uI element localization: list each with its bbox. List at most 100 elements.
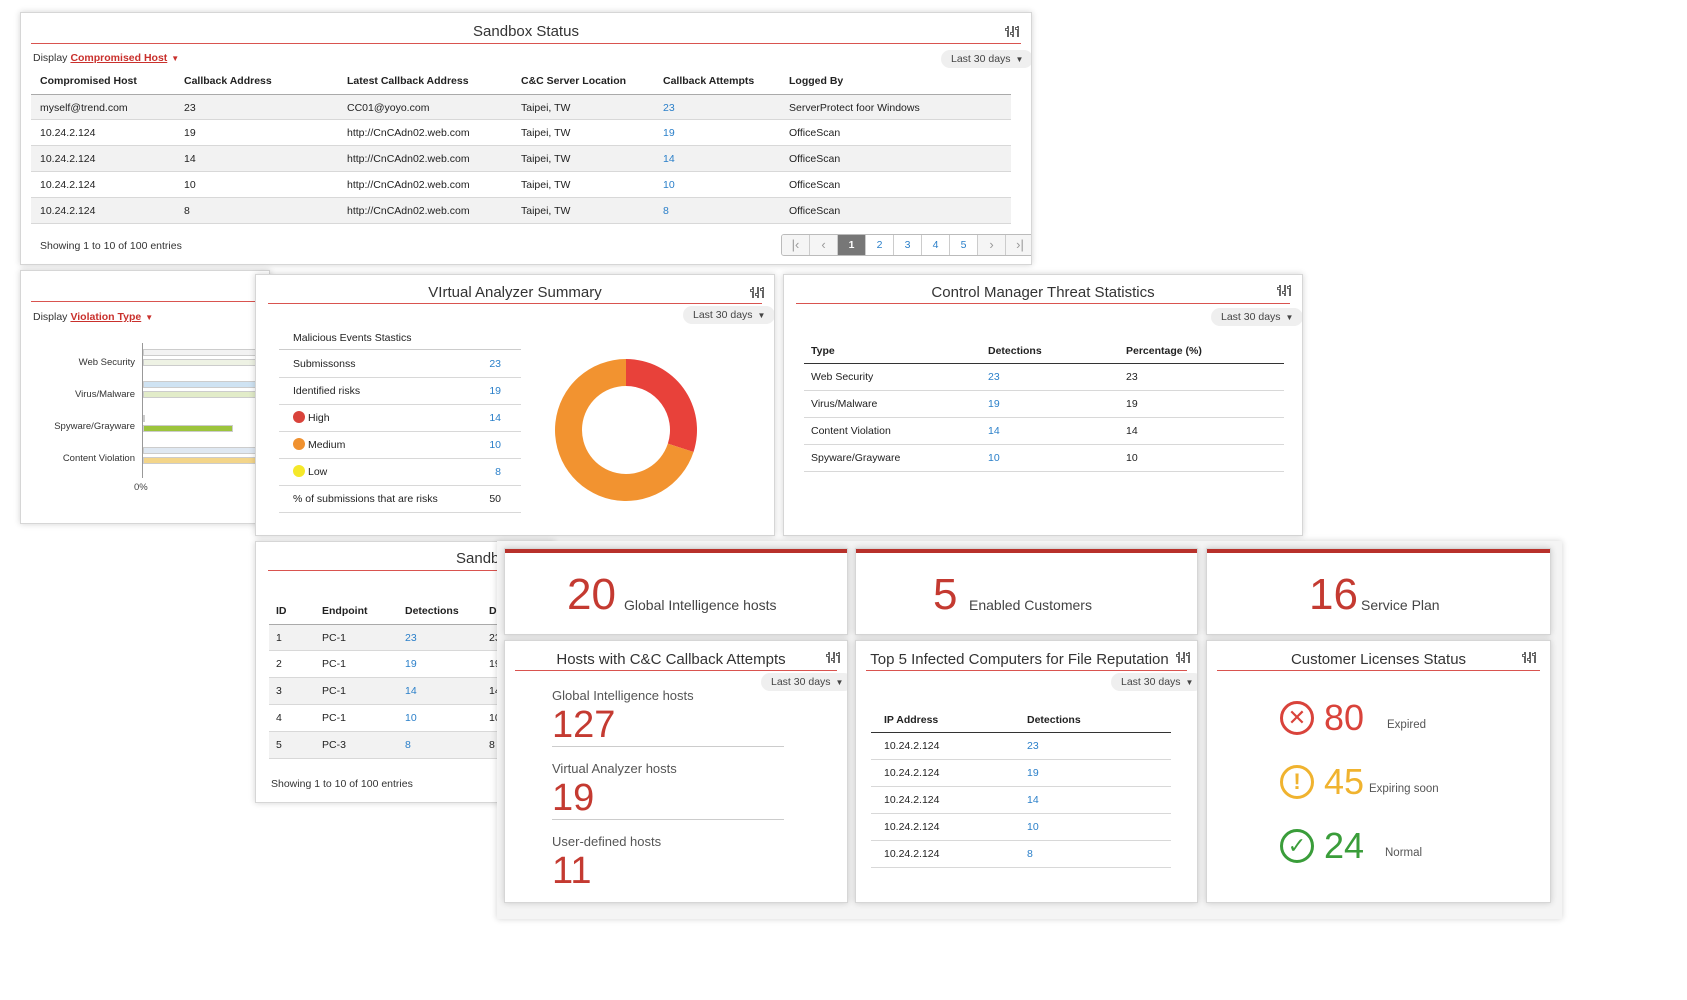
table-cell: 10 [1126, 452, 1138, 464]
heading-underline [279, 349, 521, 350]
table-cell: 14 [184, 153, 196, 165]
table-row: 2 PC-1 19 19 [269, 651, 554, 678]
settings-icon[interactable] [750, 286, 765, 299]
settings-icon[interactable] [1277, 284, 1292, 297]
table-cell: 23 [184, 102, 196, 114]
stat-value[interactable]: 8 [495, 466, 501, 478]
callback-attempts-link[interactable]: 19 [663, 127, 675, 139]
detections-link[interactable]: 10 [405, 712, 417, 724]
callback-attempts-link[interactable]: 23 [663, 102, 675, 114]
callback-attempts-link[interactable]: 8 [663, 205, 669, 217]
detections-link[interactable]: 10 [1027, 821, 1039, 833]
detections-link[interactable]: 23 [988, 371, 1000, 383]
table-row: 10.24.2.124 8 http://CnCAdn02.web.com Taipe… [31, 198, 1011, 224]
date-range-dropdown[interactable]: Last 30 days ▼ [941, 50, 1031, 68]
detections-link[interactable]: 14 [988, 425, 1000, 437]
table-cell: Web Security [811, 371, 874, 383]
bar [143, 391, 269, 398]
date-range-dropdown[interactable]: Last 30 days ▼ [761, 673, 847, 691]
table-row: 10.24.2.124 14 [871, 787, 1171, 814]
table-cell: Taipei, TW [521, 153, 571, 165]
detections-link[interactable]: 14 [1027, 794, 1039, 806]
detections-link[interactable]: 23 [1027, 740, 1039, 752]
stat-value[interactable]: 23 [489, 358, 501, 370]
detections-link[interactable]: 8 [405, 739, 411, 751]
callback-attempts-link[interactable]: 10 [663, 179, 675, 191]
column-header: Callback Attempts [663, 75, 755, 87]
donut-slice-high[interactable] [626, 359, 697, 452]
detections-link[interactable]: 8 [1027, 848, 1033, 860]
display-filter[interactable]: Display Compromised Host ▼ [33, 52, 179, 64]
settings-icon[interactable] [1522, 651, 1537, 664]
table-cell: 19 [184, 127, 196, 139]
license-count: 24 [1324, 825, 1365, 866]
table-cell: 14 [1126, 425, 1138, 437]
table-cell: 19 [1126, 398, 1138, 410]
table-row: 10.24.2.124 14 http://CnCAdn02.web.com Taip… [31, 146, 1011, 172]
violation-type-panel: Display Violation Type ▼ Web Security Virus… [20, 270, 270, 524]
first-page-button[interactable]: |‹ [782, 235, 810, 255]
bar [143, 425, 233, 432]
stat-value[interactable]: 19 [489, 385, 501, 397]
donut-slice-medium[interactable] [555, 359, 694, 501]
y-axis-line [142, 343, 143, 478]
license-status-label: Expired [1387, 719, 1426, 731]
detections-link[interactable]: 19 [1027, 767, 1039, 779]
stat-label: Low [293, 459, 327, 486]
table-row: 10.24.2.124 10 [871, 814, 1171, 841]
next-page-button[interactable]: › [978, 235, 1006, 255]
caret-down-icon: ▼ [1285, 313, 1294, 322]
detections-link[interactable]: 14 [405, 685, 417, 697]
stat-divider [552, 746, 784, 747]
table-cell: 10.24.2.124 [884, 794, 940, 806]
callback-attempts-link[interactable]: 14 [663, 153, 675, 165]
table-cell: 8 [184, 205, 190, 217]
stat-value[interactable]: 10 [489, 439, 501, 451]
detections-link[interactable]: 19 [405, 658, 417, 670]
table-cell: PC-3 [322, 739, 346, 751]
caret-down-icon: ▼ [757, 311, 766, 320]
licenses-panel: Customer Licenses Status ✕ 80 Expired! 45 Ex… [1206, 640, 1551, 903]
table-cell: 10.24.2.124 [40, 127, 96, 139]
settings-icon[interactable] [826, 651, 841, 664]
table-cell: PC-1 [322, 712, 346, 724]
detections-link[interactable]: 10 [988, 452, 1000, 464]
settings-icon[interactable] [1005, 25, 1020, 38]
card-accent-bar [1207, 549, 1550, 553]
column-header: Logged By [789, 75, 844, 87]
table-cell: OfficeScan [789, 179, 841, 191]
display-dropdown[interactable]: Violation Type [70, 311, 142, 323]
bar [143, 359, 269, 366]
date-range-dropdown[interactable]: Last 30 days ▼ [1111, 673, 1197, 691]
page-button[interactable]: 2 [866, 235, 894, 255]
kpi-card: 5 Enabled Customers [855, 548, 1198, 635]
stat-value[interactable]: 14 [489, 412, 501, 424]
kpi-card: 20 Global Intelligence hosts [504, 548, 848, 635]
detections-link[interactable]: 19 [988, 398, 1000, 410]
last-page-button[interactable]: ›| [1006, 235, 1031, 255]
column-header: Compromised Host [40, 75, 137, 87]
kpi-value: 16 [1309, 570, 1358, 619]
kpi-label: Global Intelligence hosts [624, 597, 777, 613]
table-row: 10.24.2.124 10 http://CnCAdn02.web.com Taip… [31, 172, 1011, 198]
detections-link[interactable]: 23 [405, 632, 417, 644]
category-label: Virus/Malware [74, 389, 135, 400]
settings-icon[interactable] [1176, 651, 1191, 664]
title-underline [1217, 670, 1540, 671]
license-status-label: Normal [1385, 847, 1423, 859]
date-range-dropdown[interactable]: Last 30 days ▼ [683, 306, 774, 324]
page-button[interactable]: 3 [894, 235, 922, 255]
date-range-dropdown[interactable]: Last 30 days ▼ [1211, 308, 1302, 326]
title-underline [31, 43, 1021, 44]
category-label: Web Security [78, 357, 135, 368]
card-accent-bar [856, 549, 1197, 553]
prev-page-button[interactable]: ‹ [810, 235, 838, 255]
display-dropdown[interactable]: Compromised Host [70, 52, 168, 64]
panel-title: Sandbox Status [473, 23, 579, 40]
card-accent-bar [505, 549, 847, 553]
panel-title: Top 5 Infected Computers for File Reputa… [870, 651, 1169, 668]
page-button[interactable]: 4 [922, 235, 950, 255]
display-filter[interactable]: Display Violation Type ▼ [33, 311, 153, 323]
page-button[interactable]: 1 [838, 235, 866, 255]
page-button[interactable]: 5 [950, 235, 978, 255]
